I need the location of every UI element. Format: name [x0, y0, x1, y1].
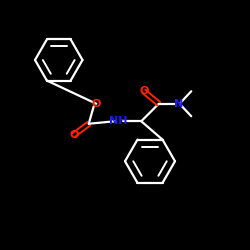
Text: O: O — [92, 99, 101, 109]
Text: N: N — [174, 99, 184, 109]
Text: O: O — [69, 130, 78, 140]
Text: O: O — [139, 86, 148, 96]
Text: NH: NH — [110, 116, 128, 126]
